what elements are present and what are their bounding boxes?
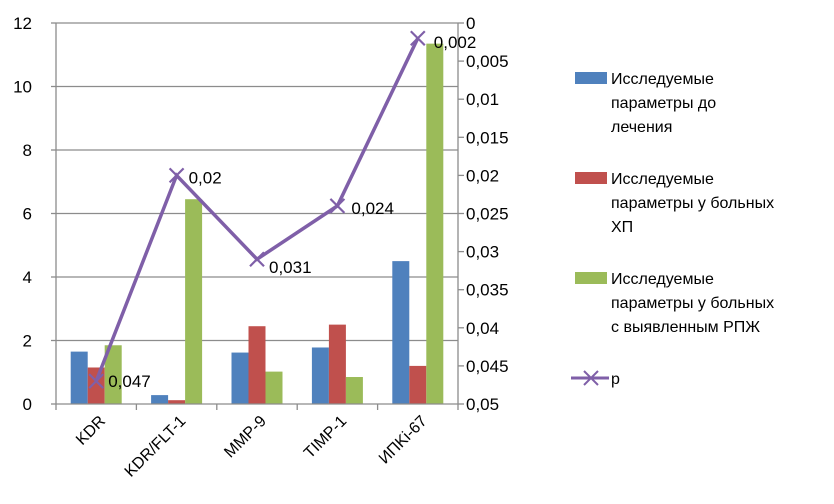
legend-swatch bbox=[575, 172, 607, 184]
right-tick-label: 0,03 bbox=[466, 243, 499, 262]
p-marker bbox=[249, 251, 265, 267]
legend-label: p bbox=[611, 371, 620, 388]
bar-series-2 bbox=[168, 400, 186, 404]
left-tick-label: 4 bbox=[23, 268, 32, 287]
left-tick-label: 6 bbox=[23, 205, 32, 224]
legend-label: ХП bbox=[611, 219, 633, 236]
bar-series-3 bbox=[185, 199, 203, 404]
gridlines bbox=[56, 22, 458, 342]
bar-series-1 bbox=[231, 352, 249, 404]
bar-series-3 bbox=[265, 371, 283, 404]
right-tick-label: 0 bbox=[466, 14, 475, 33]
legend-item: Исследуемые параметры у больных ХП bbox=[575, 171, 774, 236]
left-tick-label: 8 bbox=[23, 141, 32, 160]
category-label: TIMP-1 bbox=[301, 413, 350, 462]
right-tick-label: 0,025 bbox=[466, 205, 509, 224]
category-labels: KDR KDR/FLT-1 MMP-9 TIMP-1 ИПKi-67 bbox=[73, 413, 431, 481]
right-tick-label: 0,01 bbox=[466, 90, 499, 109]
legend-label: параметры у больных bbox=[611, 195, 774, 212]
legend-swatch bbox=[575, 72, 607, 84]
bar-series-2 bbox=[248, 326, 266, 404]
legend-label: Исследуемые bbox=[611, 71, 714, 88]
p-marker bbox=[168, 167, 185, 184]
bar-series-2 bbox=[328, 324, 346, 404]
bar-series-3 bbox=[426, 43, 444, 404]
category-label: ИПKi-67 bbox=[376, 413, 431, 468]
legend-item: p bbox=[571, 370, 620, 388]
legend-label: лечения bbox=[611, 119, 672, 136]
category-label: KDR/FLT-1 bbox=[122, 413, 190, 481]
p-marker bbox=[88, 373, 104, 389]
right-tick-label: 0,035 bbox=[466, 281, 509, 300]
p-data-label: 0,031 bbox=[269, 258, 312, 277]
legend-swatch bbox=[575, 272, 607, 284]
left-tick-label: 2 bbox=[23, 332, 32, 351]
bar-series-1 bbox=[151, 395, 169, 404]
bar-series-1 bbox=[311, 347, 329, 404]
category-label: KDR bbox=[73, 413, 109, 449]
right-tick-label: 0,04 bbox=[466, 319, 499, 338]
legend-label: параметры до bbox=[611, 95, 716, 112]
left-tick-label: 0 bbox=[23, 395, 32, 414]
legend-label: Исследуемые bbox=[611, 171, 714, 188]
bar-series-3 bbox=[104, 345, 122, 404]
legend-item: Исследуемые параметры до лечения bbox=[575, 71, 716, 136]
p-marker bbox=[410, 30, 426, 47]
legend-label: параметры у больных bbox=[611, 295, 774, 312]
p-data-label: 0,024 bbox=[351, 199, 394, 218]
left-tick-label: 12 bbox=[13, 14, 32, 33]
p-line-series: 0,047 0,02 0,031 0,024 0,002 bbox=[88, 30, 477, 391]
legend-item: Исследуемые параметры у больных с выявленн… bbox=[575, 271, 774, 336]
right-tick-label: 0,045 bbox=[466, 357, 509, 376]
legend-label: с выявленным РПЖ bbox=[611, 319, 760, 336]
bar-series-2 bbox=[409, 365, 427, 404]
right-tick-label: 0,005 bbox=[466, 52, 509, 71]
bar-series-3 bbox=[345, 377, 363, 404]
p-marker bbox=[329, 198, 346, 214]
right-tick-label: 0,015 bbox=[466, 128, 509, 147]
left-tick-label: 10 bbox=[13, 78, 32, 97]
axes bbox=[51, 22, 464, 410]
bar-series-1 bbox=[70, 351, 88, 404]
p-data-label: 0,047 bbox=[108, 372, 151, 391]
right-tick-label: 0,05 bbox=[466, 395, 499, 414]
legend-label: Исследуемые bbox=[611, 271, 714, 288]
category-label: MMP-9 bbox=[221, 413, 270, 462]
right-tick-label: 0,02 bbox=[466, 166, 499, 185]
p-data-label: 0,002 bbox=[434, 33, 477, 52]
p-data-label: 0,02 bbox=[189, 168, 222, 187]
bar-series-1 bbox=[392, 261, 410, 404]
